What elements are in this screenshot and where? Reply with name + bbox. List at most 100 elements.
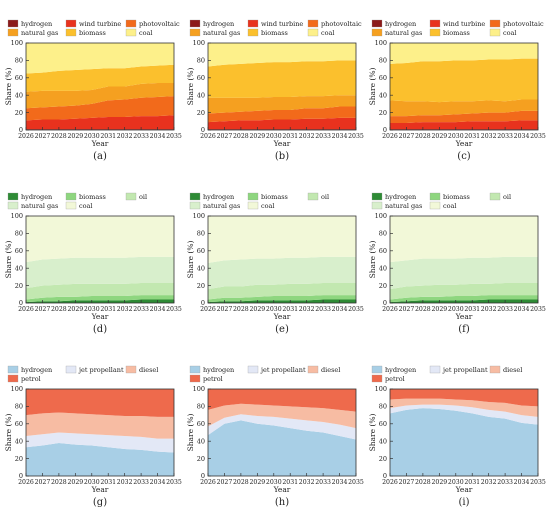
x-tick-label: 2033 [315,133,331,140]
legend-label: jet propellant [260,366,306,374]
y-tick-label: 0 [201,126,205,134]
panel-label: (g) [93,497,107,508]
legend-label: coal [443,202,457,210]
y-tick-label: 100 [193,385,205,393]
panel-label: (b) [275,151,289,162]
x-tick-label: 2030 [448,306,464,313]
y-tick-label: 60 [379,74,387,82]
y-axis-label: Share (%) [4,241,13,279]
panel-label: (c) [457,151,471,162]
x-tick-label: 2027 [217,133,233,140]
plot-frame [389,42,539,131]
legend-label: hydrogen [21,20,52,28]
x-tick-label: 2033 [497,479,513,486]
area-coal [208,216,356,263]
legend-swatch [189,192,201,201]
legend-label: jet propellant [78,366,124,374]
x-tick-label: 2034 [150,306,166,313]
y-tick-label: 60 [197,420,205,428]
x-tick-label: 2029 [249,306,265,313]
panel-label: (e) [275,324,289,335]
legend-swatch [371,192,383,201]
x-tick-label: 2027 [35,479,51,486]
x-tick-label: 2026 [18,479,34,486]
chart-panel-2: 0 20 40 60 80 100 2026 2027 2028 2029 2030 2031 2032… [186,19,364,162]
area-diesel [26,412,174,439]
x-tick-label: 2028 [415,306,431,313]
legend-label: oil [321,193,329,201]
x-tick-label: 2035 [348,306,364,313]
legend-swatch [65,28,77,37]
y-tick-label: 20 [197,109,205,117]
x-axis-label: Year [273,485,291,494]
y-axis-label: Share (%) [186,68,195,106]
y-tick-label: 40 [15,264,23,272]
x-tick-label: 2032 [299,479,315,486]
legend-label: hydrogen [385,366,416,374]
legend-label: wind turbine [443,20,485,28]
x-tick-label: 2026 [382,306,398,313]
legend-label: diesel [139,366,158,374]
plot-frame [207,42,357,131]
x-tick-label: 2033 [133,479,149,486]
area-coal [208,43,356,67]
area-petrol [390,389,538,407]
x-tick-label: 2028 [51,306,67,313]
area-biomass [26,64,174,92]
legend-label: petrol [203,375,223,383]
legend: hydrogen biomass oil natural gas coal [371,192,511,210]
y-tick-label: 100 [11,212,23,220]
x-axis-label: Year [91,485,109,494]
y-tick-label: 0 [201,472,205,480]
legend-swatch [307,28,319,37]
legend-label: natural gas [385,202,422,210]
legend-swatch [247,201,259,210]
legend-swatch [371,19,383,28]
legend-label: coal [139,29,153,37]
y-tick-label: 60 [15,74,23,82]
x-tick-label: 2027 [35,133,51,140]
x-axis-label: Year [273,312,291,321]
y-tick-label: 60 [15,247,23,255]
plot-frame [25,388,175,477]
legend-label: jet propellant [442,366,488,374]
area-natural-gas [390,256,538,290]
x-axis-label: Year [273,139,291,148]
x-tick-label: 2030 [266,479,282,486]
y-tick-label: 0 [383,299,387,307]
x-tick-label: 2033 [315,306,331,313]
legend-swatch [7,19,19,28]
x-tick-label: 2035 [166,306,182,313]
panel-label: (i) [458,497,469,508]
y-tick-label: 80 [379,403,387,411]
y-tick-label: 0 [19,126,23,134]
x-tick-label: 2034 [332,479,348,486]
legend-label: hydrogen [21,193,52,201]
x-tick-label: 2034 [150,479,166,486]
y-tick-label: 40 [197,437,205,445]
legend: hydrogen biomass oil natural gas coal [189,192,329,210]
legend-label: wind turbine [261,20,303,28]
y-tick-label: 80 [379,57,387,65]
legend-swatch [65,19,77,28]
x-tick-label: 2026 [200,133,216,140]
x-tick-label: 2032 [117,306,133,313]
y-tick-label: 20 [379,282,387,290]
area-hydrogen [390,408,538,476]
y-tick-label: 20 [15,109,23,117]
x-tick-label: 2027 [35,306,51,313]
area-biomass [208,60,356,98]
x-tick-label: 2033 [315,479,331,486]
x-axis-label: Year [455,485,473,494]
legend-label: coal [79,202,93,210]
x-tick-label: 2031 [100,306,116,313]
x-tick-label: 2026 [200,479,216,486]
y-tick-label: 0 [19,299,23,307]
legend-label: hydrogen [385,193,416,201]
x-tick-label: 2035 [348,479,364,486]
y-axis-label: Share (%) [186,241,195,279]
x-tick-label: 2026 [18,133,34,140]
area-natural-gas [26,256,174,289]
y-tick-label: 0 [383,126,387,134]
